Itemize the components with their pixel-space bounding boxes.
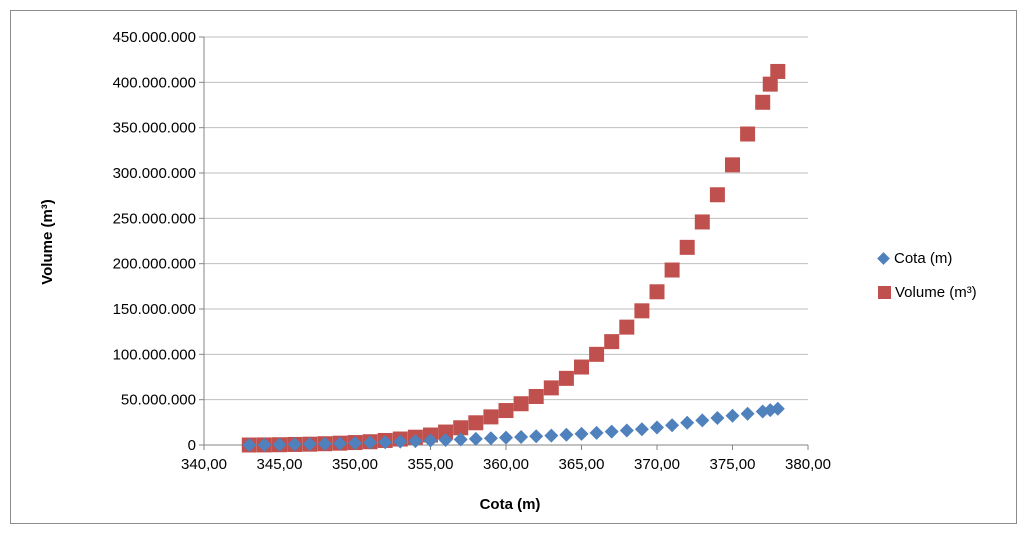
cota-point <box>453 432 468 447</box>
volume-point <box>558 370 574 386</box>
volume-point <box>762 76 778 92</box>
x-tick-label: 360,00 <box>483 456 529 473</box>
cota-point <box>272 437 287 452</box>
axes <box>199 36 809 450</box>
y-tick-label: 450.000.000 <box>113 29 196 46</box>
legend-item-cota: Cota (m) <box>877 247 977 269</box>
volume-point <box>755 94 771 110</box>
cota-point <box>393 434 408 449</box>
volume-point <box>589 346 605 362</box>
chart-frame <box>10 10 1017 524</box>
y-tick-label: 350.000.000 <box>113 120 196 137</box>
diamond-marker-icon <box>877 251 890 265</box>
volume-point <box>709 187 725 203</box>
volume-point <box>619 319 635 335</box>
cota-point <box>650 420 664 435</box>
volume-point <box>513 396 529 412</box>
x-tick-label: 380,00 <box>785 456 831 473</box>
x-axis-label: Cota (m) <box>480 496 541 513</box>
volume-point <box>528 388 544 404</box>
cota-point <box>499 430 513 445</box>
cota-point <box>468 431 483 446</box>
legend-item-volume: Volume (m³) <box>878 281 977 303</box>
cota-point <box>257 437 272 452</box>
cota-point <box>363 435 378 450</box>
legend-label-cota: Cota (m) <box>894 249 953 267</box>
x-tick-label: 375,00 <box>710 456 756 473</box>
volume-point <box>694 214 710 230</box>
volume-point <box>498 403 514 419</box>
y-tick-label: 300.000.000 <box>113 165 196 182</box>
y-tick-label: 150.000.000 <box>113 301 196 318</box>
y-axis-label: Volume (m³) <box>39 199 56 285</box>
x-tick-label: 365,00 <box>559 456 605 473</box>
y-tick-label: 400.000.000 <box>113 74 196 91</box>
y-tick-label: 200.000.000 <box>113 256 196 273</box>
x-tick-label: 350,00 <box>332 456 378 473</box>
volume-point <box>664 262 680 278</box>
cota-point <box>483 431 498 446</box>
cota-point <box>770 401 785 416</box>
cota-point <box>740 406 755 421</box>
cota-point <box>619 423 634 438</box>
x-tick-label: 345,00 <box>257 456 303 473</box>
cota-point <box>529 429 544 444</box>
cota-point <box>423 433 438 448</box>
cota-point <box>287 437 302 452</box>
cota-point <box>695 413 710 428</box>
cota-point <box>680 415 695 430</box>
cota-point <box>348 436 362 451</box>
cota-point <box>317 436 332 451</box>
volume-point <box>770 63 786 79</box>
y-tick-label: 100.000.000 <box>113 346 196 363</box>
cota-point <box>604 424 619 439</box>
tick-labels: 0 50.000.000 100.000.000 150.000.000 200.000… <box>113 29 831 473</box>
grid-lines <box>204 36 808 401</box>
legend-label-volume: Volume (m³) <box>895 283 977 301</box>
volume-point <box>679 239 695 255</box>
cota-point <box>514 430 529 445</box>
cota-point <box>332 436 347 451</box>
cota-point <box>242 438 257 452</box>
volume-point <box>604 334 620 350</box>
cota-point <box>302 437 317 452</box>
volume-point <box>468 415 484 431</box>
volume-point <box>740 126 756 142</box>
y-tick-label: 50.000.000 <box>121 392 196 409</box>
cota-point <box>589 425 604 440</box>
cota-point <box>710 410 725 425</box>
volume-point <box>543 380 559 396</box>
cota-point <box>559 427 574 442</box>
cota-point <box>634 422 649 437</box>
volume-point <box>453 420 469 436</box>
legend: Cota (m) Volume (m³) <box>877 247 977 315</box>
volume-point <box>725 157 740 173</box>
y-tick-label: 0 <box>188 437 196 454</box>
volume-point <box>649 284 665 300</box>
volume-point <box>483 409 499 425</box>
x-tick-label: 340,00 <box>181 456 227 473</box>
cota-point <box>438 433 453 448</box>
square-marker-icon <box>878 285 891 299</box>
data-series <box>241 63 786 453</box>
cota-point <box>725 408 740 423</box>
cota-point <box>665 418 680 433</box>
cota-point <box>544 428 559 443</box>
x-tick-label: 370,00 <box>634 456 680 473</box>
volume-point <box>438 424 454 440</box>
y-tick-label: 250.000.000 <box>113 210 196 227</box>
cota-point <box>574 426 589 441</box>
volume-point <box>634 303 650 319</box>
x-tick-label: 355,00 <box>408 456 454 473</box>
volume-point <box>574 359 589 375</box>
cota-point <box>408 434 423 449</box>
cota-point <box>378 435 393 450</box>
